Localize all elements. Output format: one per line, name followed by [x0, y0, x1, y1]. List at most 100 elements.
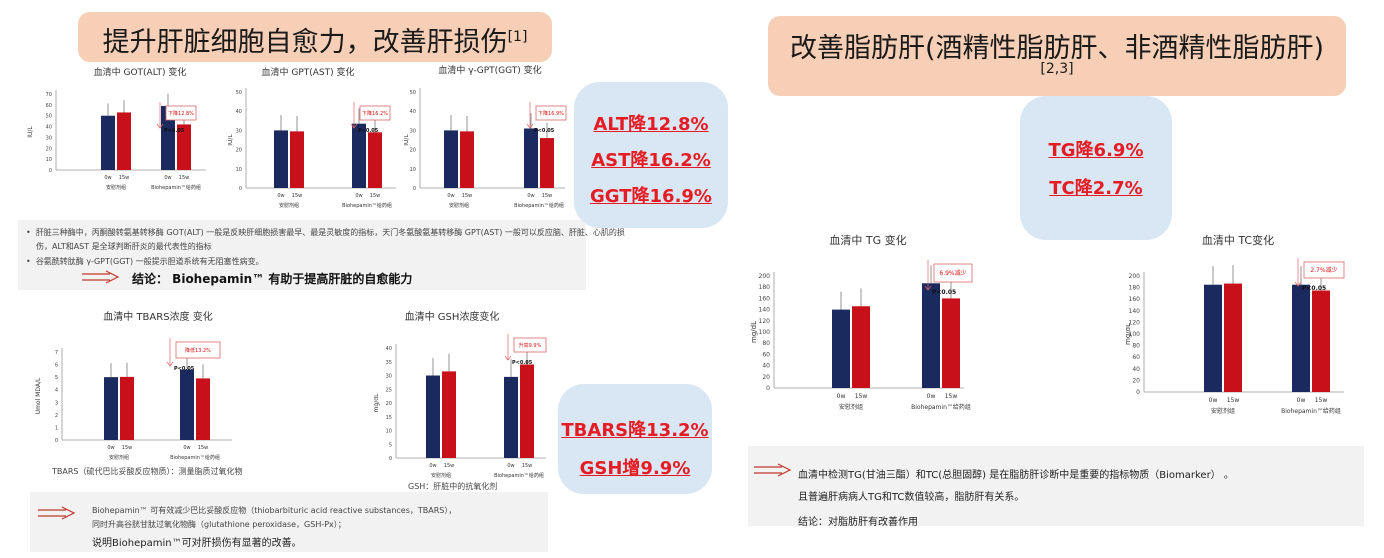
y-tick-label: 0: [55, 438, 58, 444]
y-axis-label: IU/L: [404, 134, 410, 146]
time-label: 15w: [444, 463, 454, 469]
y-tick-label: 30: [410, 128, 416, 134]
liver-conclusion: 结论： Biohepamin™ 有助于提高肝脏的自愈能力: [132, 272, 413, 286]
time-label: 15w: [198, 445, 208, 451]
y-tick-label: 60: [46, 103, 52, 109]
ast-result: AST降16.2%: [591, 150, 711, 171]
down-arrow-icon: [526, 102, 534, 129]
time-label: 15w: [179, 175, 189, 181]
y-tick-label: 10: [410, 167, 416, 173]
time-label: 15w: [462, 193, 472, 199]
tc-chart: 血清中 TC变化 0 20 40 60 80 100 120 140 160 180 200 mg/dL…: [1126, 233, 1345, 415]
time-label: 0w: [183, 445, 190, 451]
time-label: 15w: [855, 393, 868, 400]
bar: [196, 378, 210, 440]
bar: [352, 123, 366, 188]
group-label: Biohepamin™给药组: [514, 202, 564, 209]
y-tick-label: 140: [1129, 308, 1141, 315]
bar: [1204, 284, 1222, 392]
arrow-right-icon: [38, 506, 76, 520]
y-tick-label: 80: [762, 340, 770, 347]
oxidation-note-line-2: 同时升高谷胱甘肽过氧化物酶（glutathione peroxidase，GSH…: [92, 520, 346, 529]
chart-title: 血清中 TBARS浓度 变化: [103, 310, 212, 323]
bar: [520, 364, 534, 458]
liver-note-bullet-1: • 肝脏三种酶中，丙酮酸转氨基转移酶 GOT(ALT) 一般是反映肝细胞损害最早…: [26, 228, 625, 237]
bar: [426, 375, 440, 458]
bar: [104, 377, 118, 440]
group-label: 安慰剂组: [106, 184, 126, 191]
down-arrow-icon: [166, 338, 174, 367]
y-axis-label: mg/dL: [1126, 323, 1132, 345]
y-tick-label: 20: [1132, 377, 1140, 384]
y-tick-label: 50: [236, 90, 242, 96]
group-label: Biohepamin™给药组: [911, 403, 971, 411]
callout-label: 升高9.9%: [519, 342, 542, 349]
bar: [942, 298, 960, 388]
y-tick-label: 20: [386, 401, 392, 407]
tbars-result: TBARS降13.2%: [561, 420, 709, 441]
liver-result-bubble: ALT降12.8% AST降16.2% GGT降16.9%: [574, 82, 728, 228]
y-tick-label: 0: [389, 456, 392, 462]
ggt-chart: 血清中 γ-GPT(GGT) 变化 0 10 20 30 40 50 IU/L 0w 15w 安慰剂…: [404, 64, 567, 209]
lipid-note-line-2: 且普遍肝病病人TG和TC数值较高，脂肪肝有关系。: [798, 492, 1025, 503]
group-label: 安慰剂组: [431, 472, 451, 479]
y-tick-label: 50: [46, 114, 52, 120]
time-label: 0w: [1297, 397, 1306, 404]
time-label: 15w: [1227, 397, 1240, 404]
y-tick-label: 20: [762, 374, 770, 381]
y-tick-label: 1: [55, 425, 58, 431]
y-axis-label: IU/L: [27, 126, 34, 138]
time-label: 15w: [522, 463, 532, 469]
time-label: 0w: [104, 175, 111, 181]
y-tick-label: 160: [1129, 296, 1141, 303]
y-tick-label: 0: [413, 186, 416, 192]
y-tick-label: 60: [762, 351, 770, 358]
gsh-footnote: GSH：肝脏中的抗氧化剂: [408, 482, 498, 491]
down-arrow-icon: [350, 102, 358, 129]
y-tick-label: 7: [55, 350, 58, 356]
chart-title: 血清中 GOT(ALT) 变化: [94, 66, 187, 78]
y-tick-label: 160: [759, 295, 771, 302]
y-tick-label: 5: [55, 375, 58, 381]
bar: [1292, 284, 1310, 392]
bar: [442, 371, 456, 458]
group-label: 安慰剂组: [279, 202, 299, 209]
time-label: 15w: [542, 193, 552, 199]
chart-title: 血清中 γ-GPT(GGT) 变化: [438, 64, 541, 76]
y-tick-label: 20: [236, 148, 242, 154]
y-tick-label: 40: [762, 363, 770, 370]
chart-title: 血清中 TG 变化: [829, 233, 906, 247]
down-arrow-icon: [924, 260, 932, 291]
tg-chart: 血清中 TG 变化 0 20 40 60 80 100 120 140 160 180 200 mg/d…: [750, 233, 973, 411]
time-label: 0w: [837, 393, 846, 400]
arrow-right-icon: [82, 270, 120, 284]
down-arrow-icon: [156, 102, 164, 129]
group-label: 安慰剂组: [109, 454, 129, 461]
oxidation-result-bubble: TBARS降13.2% GSH增9.9%: [558, 384, 712, 494]
callout-box: [513, 337, 547, 353]
y-tick-label: 70: [46, 92, 52, 98]
callout-box: [165, 105, 197, 121]
lipid-result-bubble: TG降6.9% TC降2.7%: [1020, 96, 1172, 240]
callout-box: [535, 105, 567, 121]
tbars-chart: 血清中 TBARS浓度 变化 0 1 2 3 4 5 6 7 Umol MDA/L 0w 15w 安慰剂…: [35, 310, 232, 461]
group-label: Biohepamin™给药组: [170, 454, 220, 461]
time-label: 15w: [292, 193, 302, 199]
tg-result: TG降6.9%: [1048, 140, 1144, 161]
y-tick-label: 25: [386, 387, 392, 393]
oxidation-note-line-3: 说明Biohepamin™可对肝损伤有显著的改善。: [92, 538, 302, 549]
bar: [504, 376, 518, 458]
time-label: 0w: [927, 393, 936, 400]
callout-box: [359, 105, 391, 121]
group-label: Biohepamin™给药组: [494, 472, 544, 479]
oxidation-note-line-1: Biohepamin™ 可有效减少巴比妥酸反应物（thiobarbituric …: [92, 506, 457, 515]
bar: [1224, 283, 1242, 392]
y-tick-label: 15: [386, 415, 392, 421]
y-axis-label: Umol MDA/L: [35, 377, 42, 414]
group-label: Biohepamin™给药组: [151, 184, 201, 191]
y-tick-label: 0: [49, 168, 52, 174]
time-label: 15w: [1315, 397, 1328, 404]
time-label: 0w: [447, 193, 454, 199]
down-arrow-icon: [504, 334, 512, 361]
chart-title: 血清中 GSH浓度变化: [405, 310, 500, 323]
